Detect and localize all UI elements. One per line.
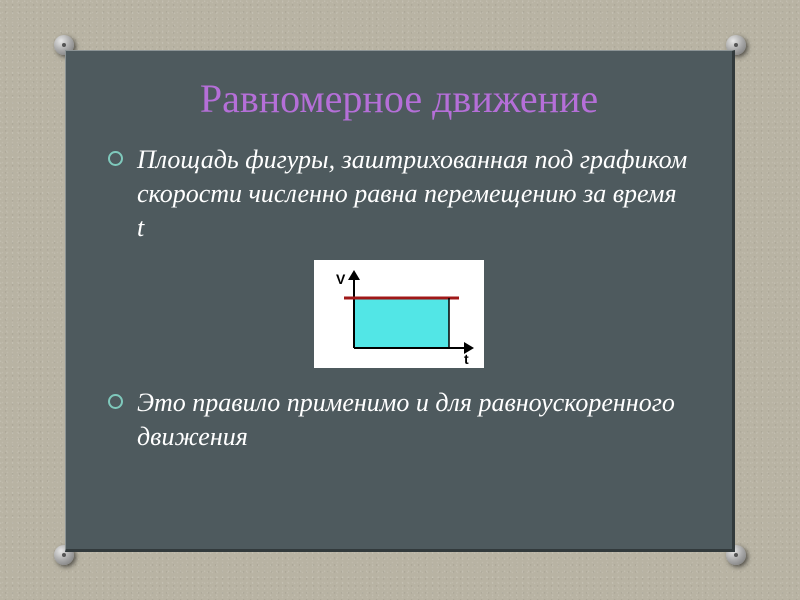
chart-svg: Vt bbox=[314, 260, 484, 368]
svg-text:V: V bbox=[336, 271, 346, 287]
slide-card: Равномерное движение Площадь фигуры, заш… bbox=[65, 50, 735, 552]
svg-text:t: t bbox=[464, 351, 469, 367]
chart-container: Vt bbox=[108, 260, 690, 368]
bullet-text: Площадь фигуры, заштрихованная под графи… bbox=[137, 143, 690, 244]
bullet-text: Это правило применимо и для равноускорен… bbox=[137, 386, 690, 454]
bullet-marker-icon bbox=[108, 151, 123, 166]
bullet-item: Это правило применимо и для равноускорен… bbox=[108, 386, 690, 454]
bullet-marker-icon bbox=[108, 394, 123, 409]
slide-title: Равномерное движение bbox=[108, 77, 690, 121]
velocity-time-chart: Vt bbox=[314, 260, 484, 368]
bullet-item: Площадь фигуры, заштрихованная под графи… bbox=[108, 143, 690, 244]
